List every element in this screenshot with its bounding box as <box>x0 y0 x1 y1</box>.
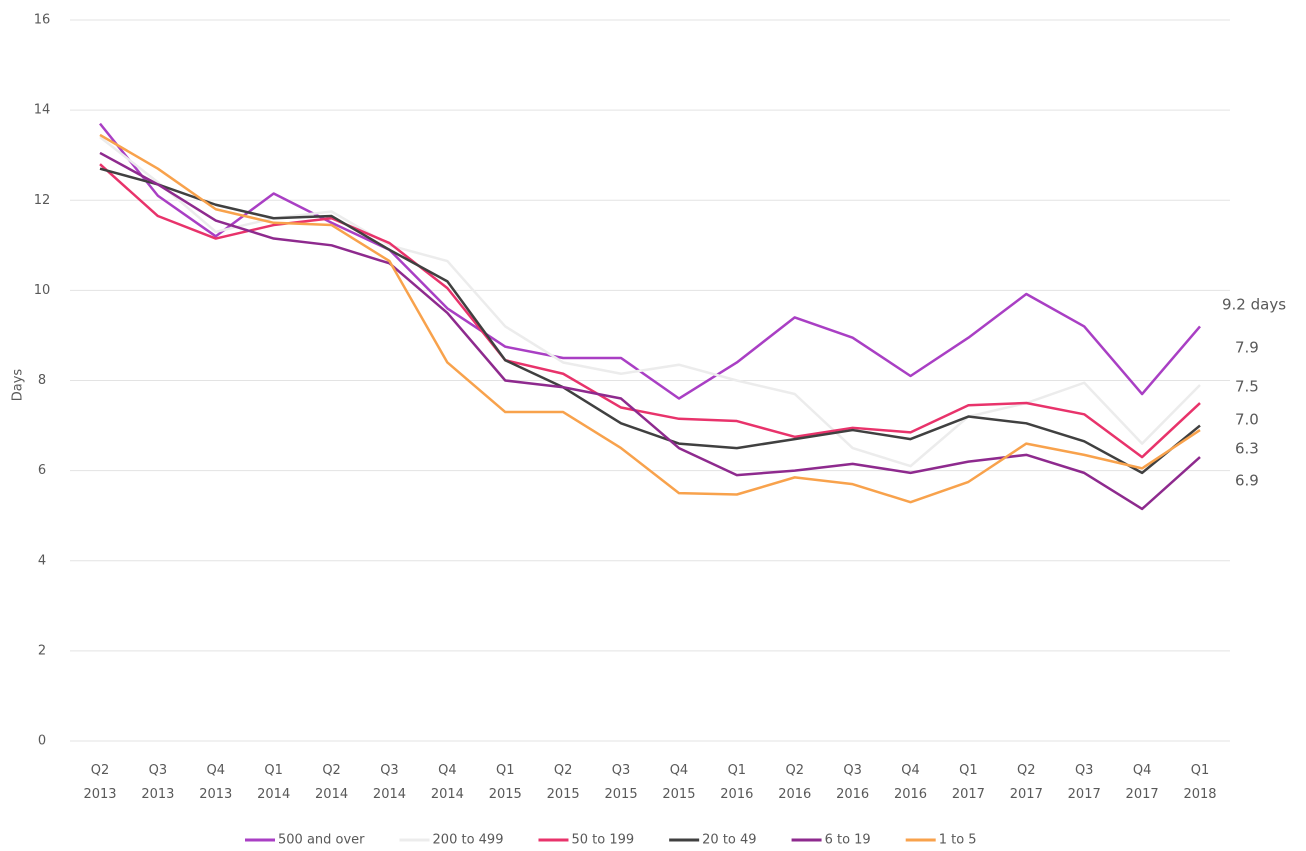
x-tick-label: Q4 2014 <box>431 763 464 802</box>
x-tick-label: Q4 2016 <box>894 763 927 802</box>
y-tick-label: 16 <box>34 13 51 28</box>
y-tick-label: 0 <box>38 734 46 749</box>
x-tick-label: Q2 2014 <box>315 763 348 802</box>
x-tick-label: Q3 2015 <box>605 763 638 802</box>
y-tick-label: 8 <box>38 373 46 388</box>
x-tick-label: Q2 2013 <box>83 763 116 802</box>
series-line <box>99 133 1201 504</box>
x-tick-label: Q1 2018 <box>1183 763 1216 802</box>
y-axis-label: Days <box>11 369 26 402</box>
x-tick-label: Q4 2013 <box>199 763 232 802</box>
series-line <box>99 136 1201 468</box>
x-tick-label: Q3 2014 <box>373 763 406 802</box>
x-tick-label: Q2 2016 <box>778 763 811 802</box>
legend-label: 500 and over <box>278 833 365 848</box>
end-label: 6.3 <box>1235 440 1259 458</box>
y-tick-label: 6 <box>38 463 46 478</box>
x-tick-label: Q1 2014 <box>257 763 290 802</box>
end-label: 9.2 days <box>1222 296 1286 314</box>
series-line <box>99 167 1201 475</box>
x-tick-label: Q3 2013 <box>141 763 174 802</box>
legend-label: 6 to 19 <box>825 833 871 848</box>
x-tick-label: Q4 2015 <box>662 763 695 802</box>
y-tick-label: 12 <box>34 193 51 208</box>
series-line <box>99 151 1201 511</box>
x-tick-label: Q3 2017 <box>1068 763 1101 802</box>
end-label: 6.9 <box>1235 472 1259 490</box>
x-tick-label: Q3 2016 <box>836 763 869 802</box>
y-tick-label: 14 <box>34 103 51 118</box>
legend-label: 20 to 49 <box>702 833 756 848</box>
x-tick-label: Q1 2015 <box>489 763 522 802</box>
legend-label: 50 to 199 <box>571 833 634 848</box>
end-label: 7.0 <box>1235 411 1259 429</box>
x-tick-label: Q4 2017 <box>1126 763 1159 802</box>
series-line <box>99 163 1201 459</box>
x-tick-label: Q2 2017 <box>1010 763 1043 802</box>
end-label: 7.9 <box>1235 339 1259 357</box>
end-label: 7.5 <box>1235 378 1259 396</box>
x-tick-label: Q2 2015 <box>547 763 580 802</box>
x-tick-label: Q1 2017 <box>952 763 985 802</box>
legend-label: 200 to 499 <box>433 833 504 848</box>
legend-label: 1 to 5 <box>939 833 977 848</box>
y-tick-label: 10 <box>34 283 51 298</box>
y-tick-label: 2 <box>38 643 46 658</box>
series-line <box>99 122 1201 400</box>
x-tick-label: Q1 2016 <box>720 763 753 802</box>
y-tick-label: 4 <box>38 553 46 568</box>
